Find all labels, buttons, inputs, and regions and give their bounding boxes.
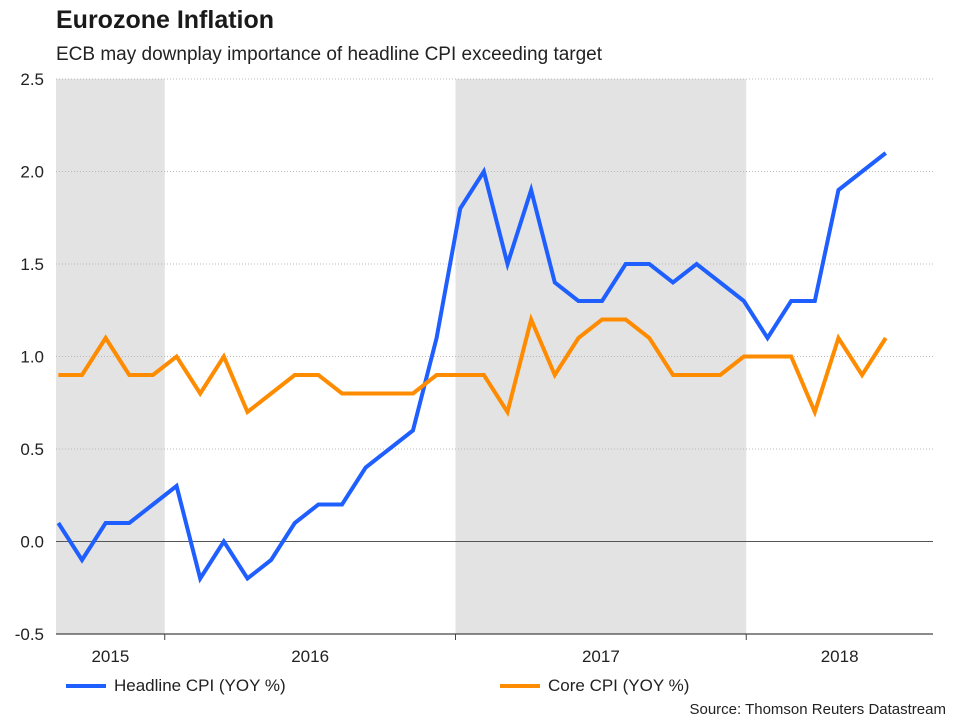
- y-tick-label: 1.5: [20, 255, 44, 274]
- x-tick-label: 2016: [291, 647, 329, 666]
- legend-swatch-headline: [66, 684, 106, 688]
- legend-label-headline: Headline CPI (YOY %): [114, 676, 286, 695]
- legend-item-headline: Headline CPI (YOY %): [66, 676, 286, 696]
- x-tick-label: 2015: [91, 647, 129, 666]
- x-tick-label: 2018: [821, 647, 859, 666]
- y-tick-label: 2.0: [20, 163, 44, 182]
- y-tick-label: -0.5: [15, 625, 44, 644]
- legend-swatch-core: [500, 684, 540, 688]
- y-tick-label: 0.5: [20, 440, 44, 459]
- shaded-period-1: [455, 79, 747, 634]
- legend-label-core: Core CPI (YOY %): [548, 676, 690, 695]
- series-line-headline: [56, 151, 887, 584]
- chart-title: Eurozone Inflation: [56, 6, 275, 34]
- source-note: Source: Thomson Reuters Datastream: [689, 701, 946, 718]
- chart-subtitle: ECB may downplay importance of headline …: [56, 44, 603, 65]
- series-line-core: [58, 313, 888, 418]
- legend-item-core: Core CPI (YOY %): [500, 676, 689, 696]
- y-tick-label: 2.5: [20, 70, 44, 89]
- y-tick-label: 1.0: [20, 348, 44, 367]
- y-tick-label: 0.0: [20, 533, 44, 552]
- x-tick-label: 2017: [582, 647, 620, 666]
